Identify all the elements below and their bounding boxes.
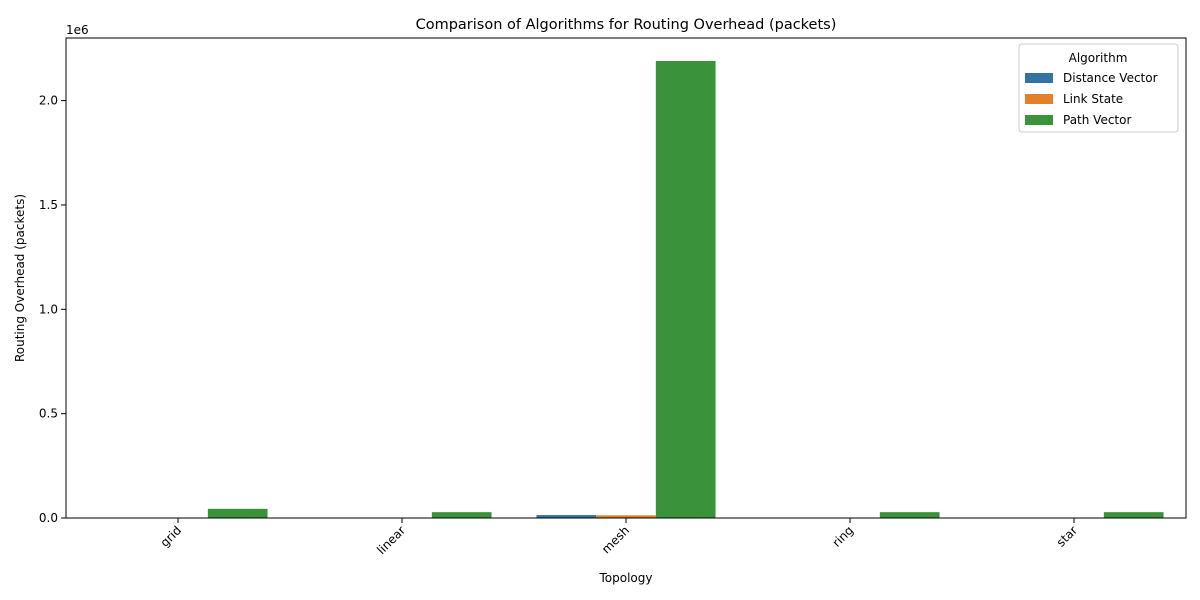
- bar: [431, 512, 492, 518]
- chart-title: Comparison of Algorithms for Routing Ove…: [416, 17, 837, 33]
- y-axis-label: Routing Overhead (packets): [13, 194, 27, 362]
- legend-entry: Link State: [1063, 92, 1123, 106]
- y-axis: 0.0 0.5 1.0 1.5 2.0: [39, 94, 66, 525]
- x-axis-label: Topology: [599, 571, 653, 585]
- legend-title: Algorithm: [1069, 51, 1128, 65]
- y-tick-label: 1.5: [39, 198, 58, 212]
- legend-swatch: [1025, 73, 1053, 83]
- bars: [88, 60, 1164, 519]
- bar: [655, 60, 716, 519]
- legend-swatch: [1025, 115, 1053, 125]
- plot-frame: [65, 37, 1187, 519]
- legend-entry: Distance Vector: [1063, 71, 1158, 85]
- x-axis: grid linear mesh ring star: [158, 518, 1080, 557]
- bar: [1103, 512, 1164, 518]
- legend-swatch: [1025, 94, 1053, 104]
- x-tick-label: ring: [830, 523, 857, 550]
- y-tick-label: 2.0: [39, 94, 58, 108]
- x-tick-label: grid: [158, 523, 185, 550]
- offset-label: 1e6: [66, 23, 89, 37]
- bar: [596, 515, 656, 518]
- x-tick-label: linear: [374, 523, 408, 557]
- bar: [536, 515, 597, 518]
- bar: [207, 508, 268, 518]
- legend: Algorithm Distance Vector Link State Path …: [1018, 43, 1179, 133]
- y-tick-label: 0.0: [39, 511, 58, 525]
- legend-entry: Path Vector: [1063, 113, 1131, 127]
- x-tick-label: mesh: [599, 523, 632, 556]
- bar: [879, 512, 940, 518]
- y-tick-label: 0.5: [39, 407, 58, 421]
- legend-frame: [1018, 43, 1179, 133]
- x-tick-label: star: [1054, 523, 1080, 549]
- y-tick-label: 1.0: [39, 302, 58, 316]
